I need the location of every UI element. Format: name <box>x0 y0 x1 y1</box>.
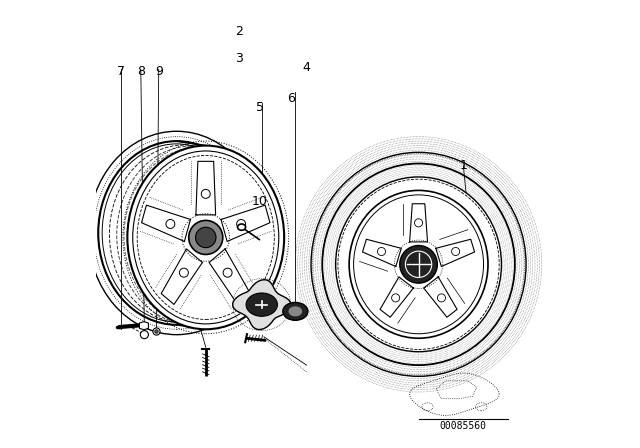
Text: 7: 7 <box>116 65 125 78</box>
Text: 3: 3 <box>236 52 243 65</box>
Ellipse shape <box>289 307 301 316</box>
Ellipse shape <box>311 152 526 376</box>
Ellipse shape <box>349 190 488 338</box>
Ellipse shape <box>127 146 284 329</box>
Ellipse shape <box>189 220 223 254</box>
Polygon shape <box>209 249 250 305</box>
Ellipse shape <box>405 251 432 277</box>
Polygon shape <box>233 280 291 330</box>
Text: 9: 9 <box>155 65 163 78</box>
Polygon shape <box>380 277 413 317</box>
Ellipse shape <box>335 177 502 352</box>
Text: 5: 5 <box>255 101 264 114</box>
Text: 8: 8 <box>137 65 145 78</box>
Text: 6: 6 <box>287 92 295 105</box>
Circle shape <box>415 219 422 227</box>
Ellipse shape <box>196 227 216 248</box>
Circle shape <box>153 328 160 335</box>
Polygon shape <box>424 277 457 317</box>
Circle shape <box>392 294 400 302</box>
Ellipse shape <box>246 293 278 316</box>
Circle shape <box>201 190 210 198</box>
Circle shape <box>140 331 148 339</box>
Polygon shape <box>410 204 428 242</box>
Circle shape <box>223 268 232 277</box>
Circle shape <box>166 220 175 228</box>
Circle shape <box>237 220 246 228</box>
Polygon shape <box>196 161 216 215</box>
Text: 4: 4 <box>303 60 310 74</box>
Circle shape <box>179 268 188 277</box>
Circle shape <box>437 294 445 302</box>
Polygon shape <box>362 239 401 267</box>
Ellipse shape <box>283 302 308 320</box>
Text: 00085560: 00085560 <box>440 421 487 431</box>
Circle shape <box>452 247 460 255</box>
Polygon shape <box>161 249 202 305</box>
Polygon shape <box>436 239 475 267</box>
Text: 2: 2 <box>236 25 243 38</box>
Ellipse shape <box>400 246 437 283</box>
Ellipse shape <box>237 224 246 230</box>
Polygon shape <box>221 205 270 241</box>
Polygon shape <box>141 205 191 241</box>
Text: 10: 10 <box>252 195 268 208</box>
Circle shape <box>155 330 158 333</box>
Text: 1: 1 <box>460 159 467 172</box>
Polygon shape <box>140 322 148 330</box>
Circle shape <box>378 247 385 255</box>
